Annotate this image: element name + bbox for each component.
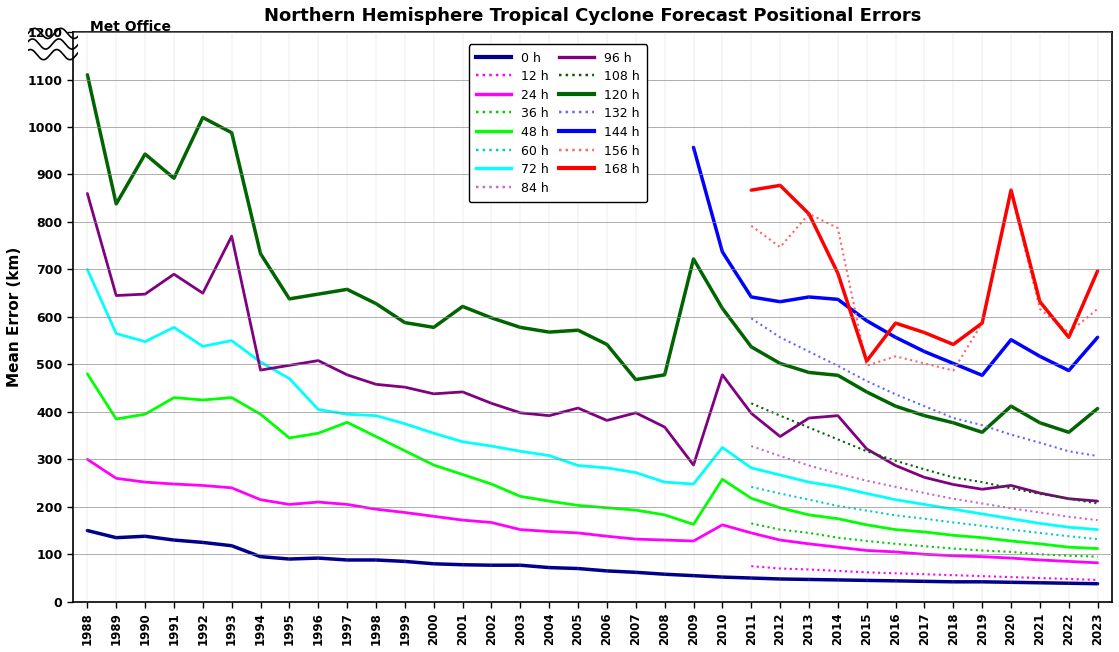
Title: Northern Hemisphere Tropical Cyclone Forecast Positional Errors: Northern Hemisphere Tropical Cyclone For…: [264, 7, 921, 25]
Y-axis label: Mean Error (km): Mean Error (km): [7, 247, 22, 387]
Text: Met Office: Met Office: [90, 20, 170, 33]
Legend: 0 h, 12 h, 24 h, 36 h, 48 h, 60 h, 72 h, 84 h, 96 h, 108 h, 120 h, 132 h, 144 h,: 0 h, 12 h, 24 h, 36 h, 48 h, 60 h, 72 h,…: [469, 44, 648, 202]
